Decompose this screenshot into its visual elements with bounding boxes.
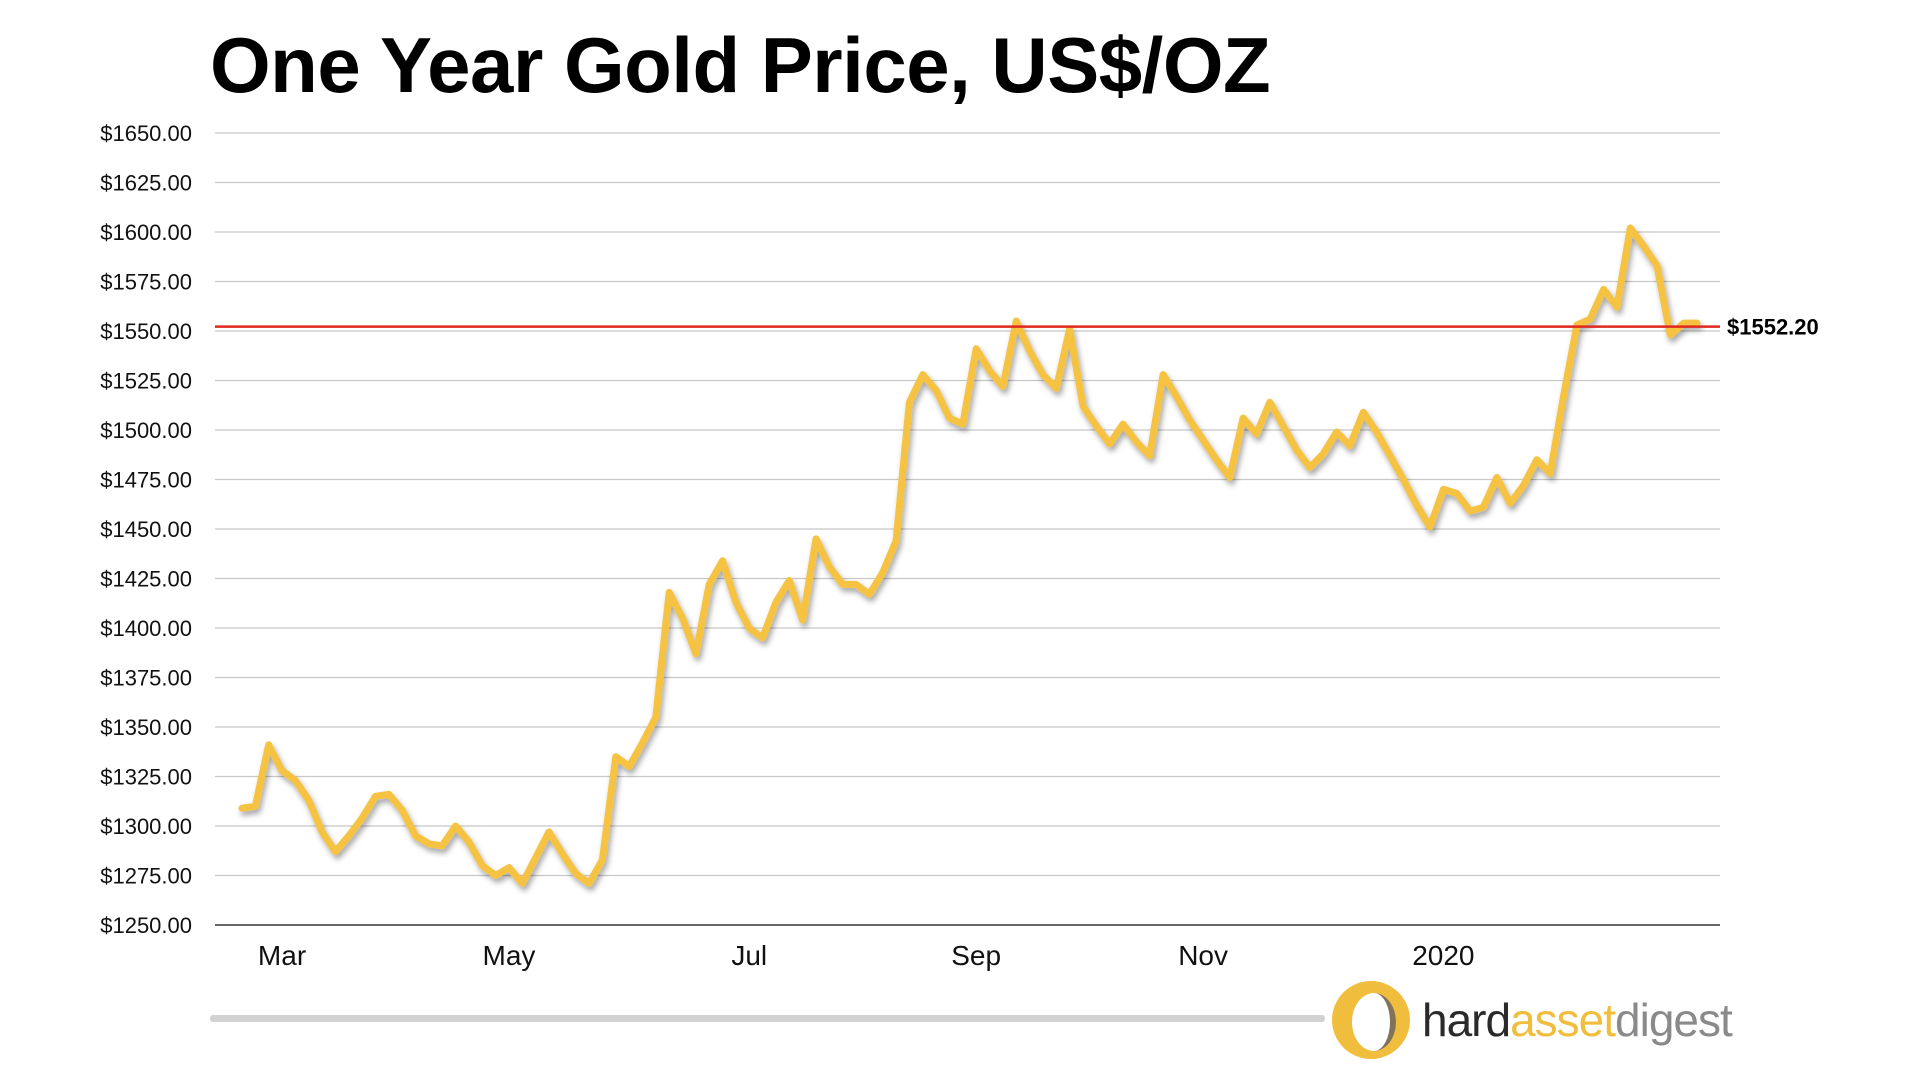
y-tick-label: $1275.00 (100, 864, 192, 889)
y-tick-label: $1375.00 (100, 666, 192, 691)
y-tick-label: $1550.00 (100, 319, 192, 344)
y-tick-label: $1250.00 (100, 913, 192, 938)
x-tick-label: May (483, 940, 536, 971)
brand-ring-icon (1332, 981, 1410, 1059)
brand-logo: hardassetdigest (1330, 975, 1733, 1065)
x-tick-label: 2020 (1412, 940, 1474, 971)
brand-word-digest: digest (1615, 994, 1733, 1046)
y-tick-label: $1600.00 (100, 220, 192, 245)
brand-word-hard: hard (1422, 994, 1511, 1046)
y-tick-label: $1450.00 (100, 517, 192, 542)
y-tick-label: $1575.00 (100, 270, 192, 295)
brand-word-asset: asset (1510, 994, 1616, 1046)
y-tick-label: $1625.00 (100, 171, 192, 196)
y-tick-label: $1425.00 (100, 567, 192, 592)
price-series-line (238, 224, 1701, 887)
y-tick-label: $1525.00 (100, 369, 192, 394)
y-tick-label: $1500.00 (100, 418, 192, 443)
x-tick-label: Mar (258, 940, 306, 971)
x-tick-label: Sep (951, 940, 1001, 971)
footer-divider (210, 1015, 1325, 1022)
y-tick-label: $1400.00 (100, 616, 192, 641)
y-tick-label: $1325.00 (100, 765, 192, 790)
y-tick-label: $1300.00 (100, 814, 192, 839)
reference-line-label: $1552.20 (1727, 315, 1819, 340)
y-tick-label: $1350.00 (100, 715, 192, 740)
x-tick-label: Nov (1178, 940, 1228, 971)
x-tick-label: Jul (731, 940, 767, 971)
y-tick-label: $1650.00 (100, 121, 192, 146)
brand-wordmark: hardassetdigest (1422, 993, 1733, 1047)
y-tick-label: $1475.00 (100, 468, 192, 493)
chart-title: One Year Gold Price, US$/OZ (210, 21, 1271, 109)
